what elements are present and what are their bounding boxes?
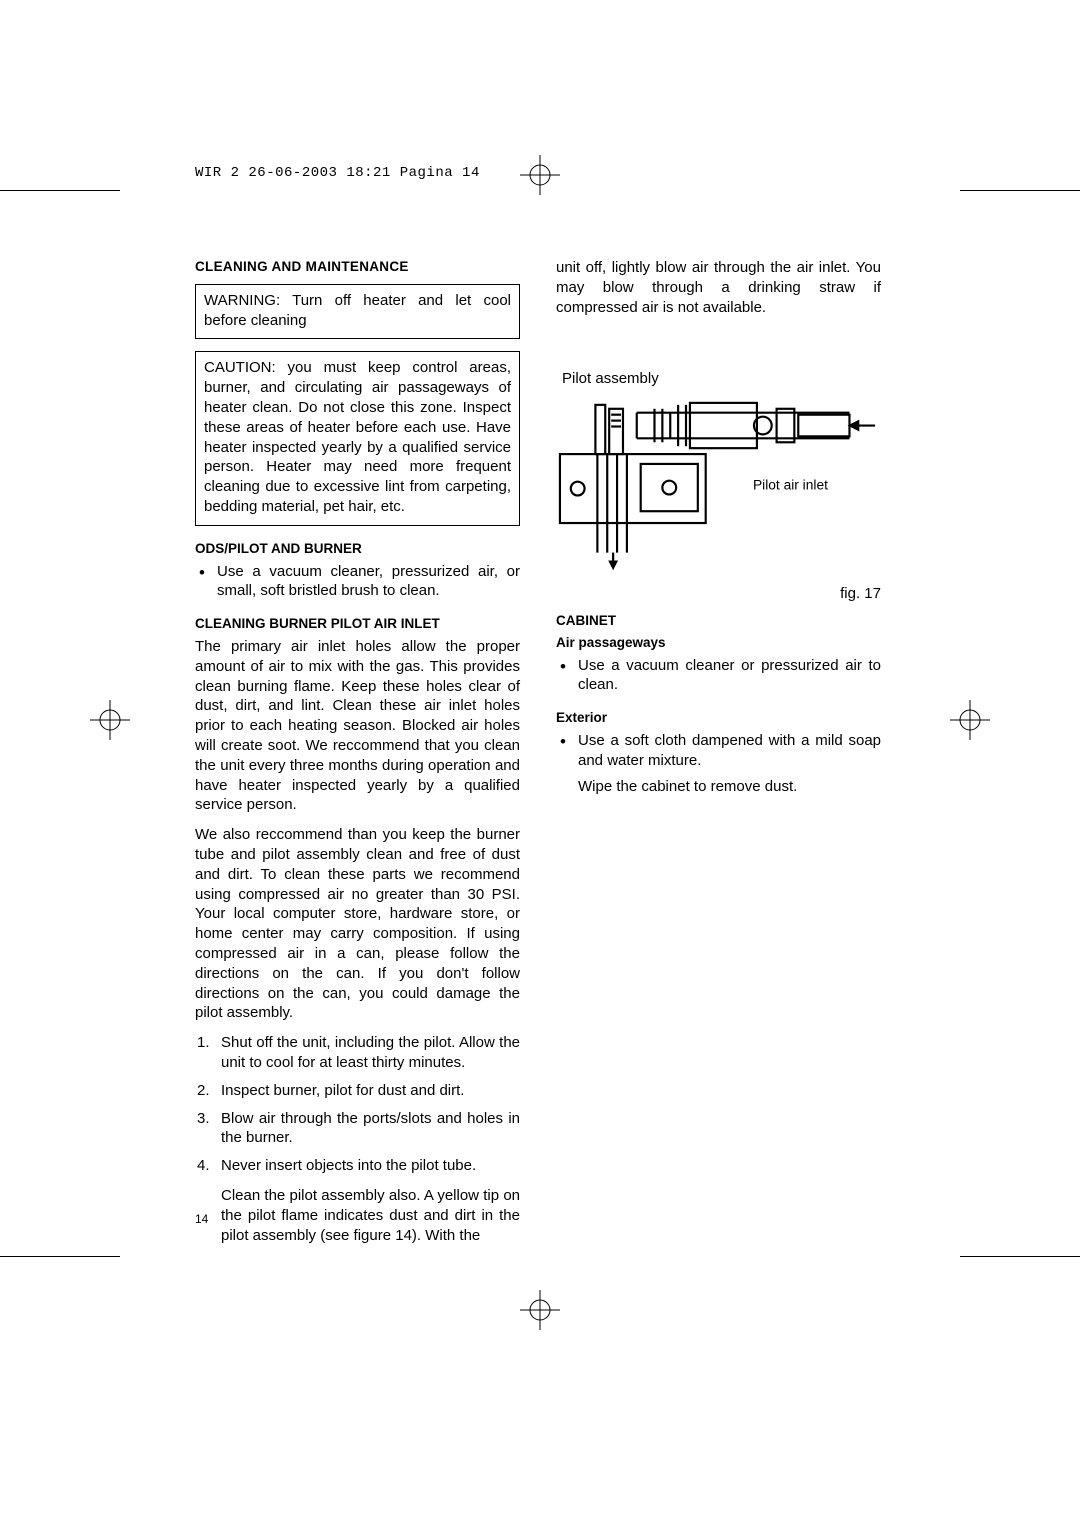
running-head: WIR 2 26-06-2003 18:21 Pagina 14 xyxy=(195,165,480,181)
numbered-list: Shut off the unit, including the pilot. … xyxy=(195,1033,520,1176)
subsection-heading: CABINET xyxy=(556,612,881,630)
subsection-heading: CLEANING BURNER PILOT AIR INLET xyxy=(195,615,520,633)
warning-text-line2: before cleaning xyxy=(204,312,307,329)
section-heading: CLEANING AND MAINTENANCE xyxy=(195,258,520,276)
page-number: 14 xyxy=(195,1212,208,1226)
step-item: Blow air through the ports/slots and hol… xyxy=(195,1109,520,1149)
crop-mark xyxy=(0,1256,120,1257)
step-item: Shut off the unit, including the pilot. … xyxy=(195,1033,520,1073)
content-columns: CLEANING AND MAINTENANCE WARNING: Turn o… xyxy=(195,258,885,1245)
figure-label: Pilot assembly xyxy=(562,369,881,389)
bullet-list: Use a soft cloth dampened with a mild so… xyxy=(556,731,881,771)
subsection-heading: ODS/PILOT AND BURNER xyxy=(195,540,520,558)
step-item: Inspect burner, pilot for dust and dirt. xyxy=(195,1081,520,1101)
body-paragraph: unit off, lightly blow air through the a… xyxy=(556,258,881,317)
caution-box: CAUTION: you must keep control areas, bu… xyxy=(195,351,520,525)
registration-mark xyxy=(950,700,990,740)
bullet-list: Use a vacuum cleaner or pressurized air … xyxy=(556,656,881,696)
body-paragraph: Clean the pilot assembly also. A yellow … xyxy=(195,1186,520,1245)
figure-pilot-assembly: Pilot assembly xyxy=(556,369,881,604)
warning-text-line1: WARNING: Turn off heater and let cool xyxy=(204,291,511,311)
warning-box: WARNING: Turn off heater and let cool be… xyxy=(195,284,520,340)
registration-mark xyxy=(520,1290,560,1330)
right-column: unit off, lightly blow air through the a… xyxy=(556,258,881,1245)
body-paragraph: We also reccommend than you keep the bur… xyxy=(195,825,520,1023)
crop-mark xyxy=(0,190,120,191)
bullet-item: Use a vacuum cleaner or pressurized air … xyxy=(556,656,881,696)
left-column: CLEANING AND MAINTENANCE WARNING: Turn o… xyxy=(195,258,520,1245)
registration-mark xyxy=(90,700,130,740)
registration-mark xyxy=(520,155,560,195)
step-item: Never insert objects into the pilot tube… xyxy=(195,1156,520,1176)
bullet-list: Use a vacuum cleaner, pressurized air, o… xyxy=(195,562,520,602)
bullet-item: Use a soft cloth dampened with a mild so… xyxy=(556,731,881,771)
subsection-heading: Air passageways xyxy=(556,634,881,652)
print-page: WIR 2 26-06-2003 18:21 Pagina 14 CLEANIN… xyxy=(0,0,1080,1528)
figure-inlet-label: Pilot air inlet xyxy=(753,478,828,493)
crop-mark xyxy=(960,190,1080,191)
body-paragraph: The primary air inlet holes allow the pr… xyxy=(195,637,520,815)
crop-mark xyxy=(960,1256,1080,1257)
figure-caption: fig. 17 xyxy=(556,584,881,604)
subsection-heading: Exterior xyxy=(556,709,881,727)
bullet-item: Use a vacuum cleaner, pressurized air, o… xyxy=(195,562,520,602)
pilot-assembly-diagram: Pilot air inlet xyxy=(556,395,881,572)
body-line: Wipe the cabinet to remove dust. xyxy=(556,777,881,797)
